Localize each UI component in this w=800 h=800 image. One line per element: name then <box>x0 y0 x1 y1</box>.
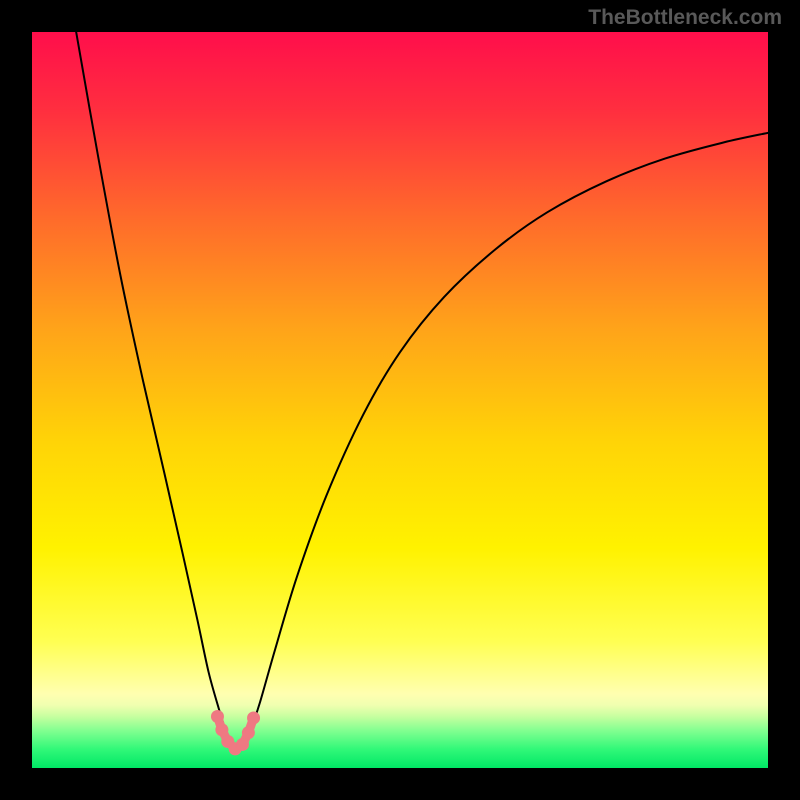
watermark-text: TheBottleneck.com <box>588 6 782 30</box>
trough-marker <box>211 710 224 723</box>
trough-marker <box>236 738 249 751</box>
trough-marker <box>215 723 228 736</box>
trough-marker <box>247 711 260 724</box>
trough-marker-group <box>211 710 260 755</box>
left-curve <box>76 32 223 724</box>
plot-area <box>32 32 768 768</box>
trough-marker <box>242 726 255 739</box>
right-curve <box>253 133 768 724</box>
curve-layer <box>32 32 768 768</box>
